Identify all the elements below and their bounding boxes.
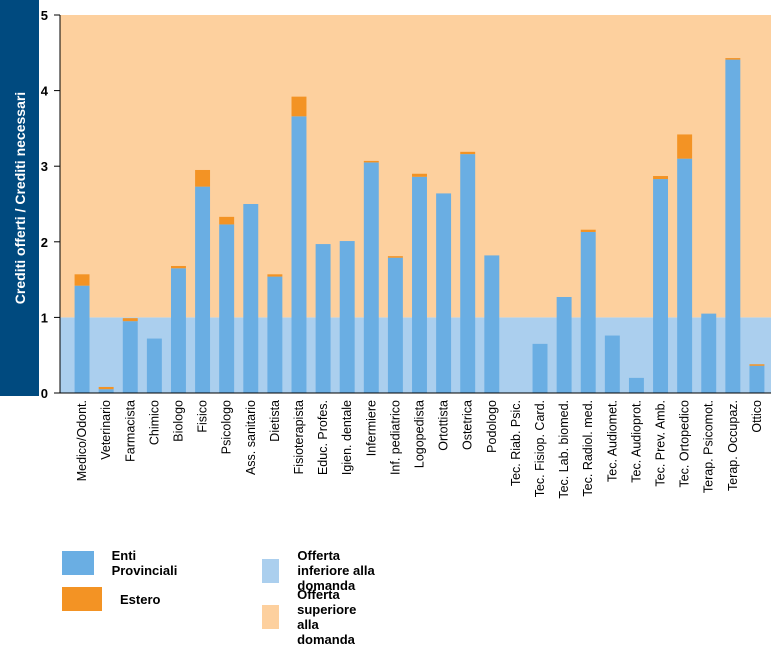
- y-axis-title-band: [0, 0, 39, 396]
- bar: [315, 244, 331, 393]
- bar: [122, 318, 138, 322]
- bar: [725, 58, 741, 60]
- bar: [219, 216, 235, 225]
- x-tick-label: Tec. Radiol. med.: [581, 400, 595, 497]
- y-tick-label: 3: [41, 159, 48, 174]
- bar: [677, 158, 693, 393]
- bar: [556, 296, 572, 393]
- bar: [677, 134, 693, 159]
- bar: [604, 335, 620, 393]
- bar: [653, 179, 669, 393]
- bar: [484, 255, 500, 393]
- x-tick-label: Ostetrica: [461, 400, 475, 450]
- bar: [532, 343, 548, 393]
- x-tick-label: Igien. dentale: [340, 400, 354, 475]
- bar: [460, 154, 476, 393]
- legend-swatch: [262, 558, 280, 583]
- bar: [98, 389, 114, 393]
- bar: [195, 169, 211, 187]
- bar: [363, 160, 379, 163]
- bar: [653, 176, 669, 180]
- x-tick-label: Fisico: [196, 400, 210, 433]
- bar-chart: Medico/Odont. Veterinario Farmacista Chimic…: [41, 8, 771, 499]
- x-tick-label: Chimico: [147, 400, 161, 445]
- bar: [363, 162, 379, 393]
- y-tick-label: 5: [41, 8, 48, 23]
- bar: [170, 268, 186, 393]
- y-tick-label: 1: [41, 310, 48, 325]
- x-tick-label: Tec. Lab. biomed.: [557, 400, 571, 499]
- legend-swatch: [62, 587, 102, 611]
- y-tick-label: 4: [41, 84, 49, 99]
- x-tick-label: Logopedista: [413, 400, 427, 468]
- x-tick-label: Fisioterapista: [292, 400, 306, 474]
- bar: [412, 176, 427, 393]
- bar: [267, 276, 283, 393]
- bar: [122, 321, 138, 393]
- legend-swatch: [262, 605, 280, 629]
- x-tick-label: Veterinario: [99, 400, 113, 460]
- bar: [387, 257, 403, 393]
- y-tick-label: 0: [41, 386, 48, 401]
- bar: [436, 193, 452, 393]
- bar: [339, 241, 355, 393]
- x-tick-label: Tec. Fisiop. Card.: [533, 400, 547, 497]
- x-tick-label: Farmacista: [123, 400, 137, 462]
- legend-label: Enti Provinciali: [111, 548, 178, 578]
- legend-label: Offerta inferiore alla domanda: [297, 548, 375, 593]
- x-tick-label: Ottico: [750, 400, 764, 433]
- bar: [460, 151, 476, 155]
- bar: [580, 229, 596, 232]
- bar: [412, 173, 427, 177]
- legend-item-enti-provinciali: Enti Provinciali: [62, 548, 186, 578]
- legend-item-offerta-superiore: Offerta superiore alla domanda: [262, 587, 379, 647]
- legend-label: Offerta superiore alla domanda: [297, 587, 357, 647]
- x-tick-label: Ortottista: [437, 400, 451, 451]
- bar: [291, 96, 307, 117]
- x-tick-label: Dietista: [268, 400, 282, 442]
- x-tick-label: Tec. Audiomet.: [605, 400, 619, 482]
- bar: [628, 377, 644, 393]
- bar: [725, 59, 741, 393]
- x-tick-label: Tec. Ortopedico: [678, 400, 692, 488]
- x-tick-label: Terap. Psicomot.: [702, 400, 716, 493]
- legend-label: Estero: [120, 591, 161, 607]
- bar: [267, 274, 283, 277]
- x-tick-label: Infermiere: [364, 400, 378, 456]
- y-tick-label: 2: [41, 235, 48, 250]
- x-tick-label: Inf. pediatrico: [388, 400, 402, 475]
- legend-item-estero: Estero: [62, 587, 160, 611]
- bar: [195, 186, 211, 393]
- x-tick-label: Ass. sanitario: [244, 400, 258, 475]
- bar: [387, 256, 403, 258]
- bar: [170, 265, 186, 269]
- bar: [749, 364, 765, 366]
- bar: [749, 365, 765, 393]
- x-tick-label: Tec. Riab. Psic.: [509, 400, 523, 486]
- legend-item-offerta-inferiore: Offerta inferiore alla domanda: [262, 548, 378, 593]
- bar: [74, 274, 90, 286]
- bar: [243, 204, 259, 393]
- bar: [291, 116, 307, 393]
- x-tick-label: Terap. Occupaz.: [726, 400, 740, 491]
- x-tick-label: Tec. Prev. Amb.: [654, 400, 668, 487]
- x-tick-label: Podologo: [485, 400, 499, 453]
- bar: [219, 224, 235, 393]
- x-tick-label: Psicologo: [220, 400, 234, 454]
- bar: [580, 231, 596, 393]
- bar: [146, 338, 162, 393]
- x-tick-label: Biologo: [171, 400, 185, 442]
- x-tick-label: Educ. Profes.: [316, 400, 330, 475]
- bar: [74, 285, 90, 393]
- x-tick-label: Medico/Odont.: [75, 400, 89, 481]
- bar: [701, 313, 717, 393]
- bar: [98, 386, 114, 390]
- x-tick-label: Tec. Audioprot.: [629, 400, 643, 483]
- legend-swatch: [62, 551, 94, 575]
